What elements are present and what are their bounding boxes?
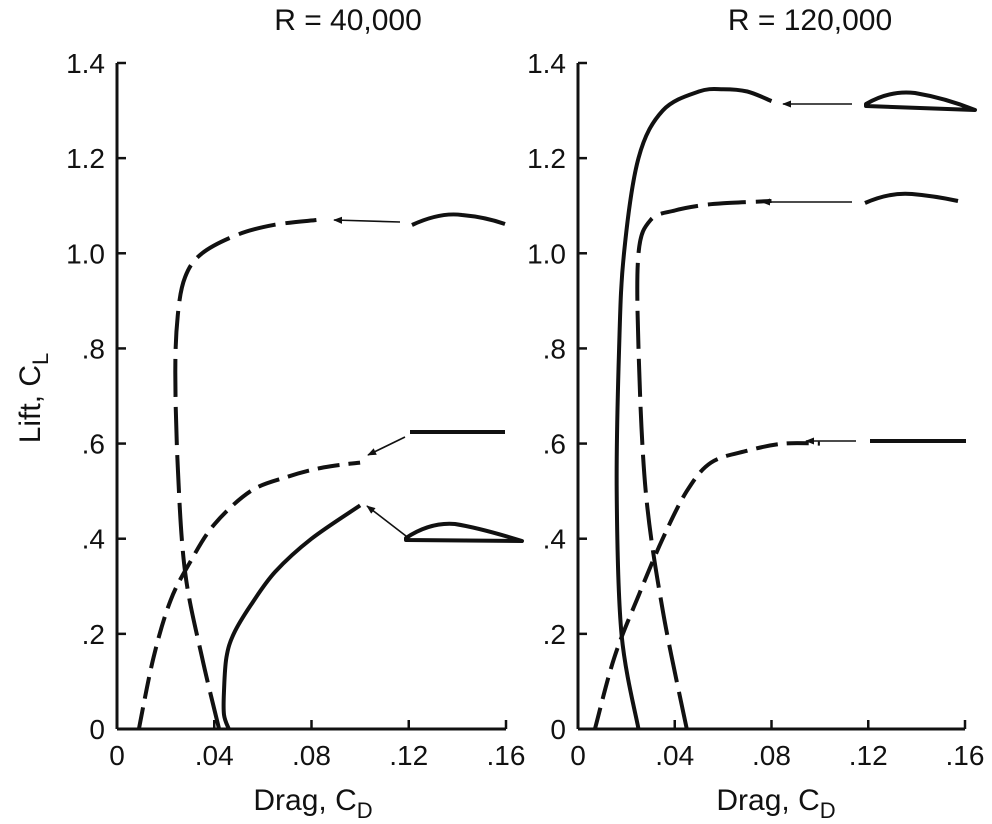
x-tick-label: .12	[849, 740, 888, 771]
y-axis-label: Lift, CL	[14, 353, 53, 444]
series-line-long-dash	[173, 218, 317, 730]
series-line-short-dash	[592, 441, 820, 730]
airfoil-annotations-right	[761, 90, 977, 445]
svg-text:Drag, CD: Drag, CD	[716, 784, 835, 823]
y-tick-label: .8	[543, 333, 566, 364]
y-tick-label: .6	[82, 429, 105, 460]
cambered-plate-shape	[411, 212, 506, 227]
airfoil-annotations-left	[333, 212, 524, 543]
y-tick-label: 1.4	[66, 48, 105, 79]
y-tick-label: 1.2	[66, 143, 105, 174]
y-tick-label: 0	[550, 714, 566, 745]
x-axis-label: Drag, CD	[716, 784, 835, 823]
x-tick-label: .16	[946, 740, 985, 771]
svg-text:Drag, CD: Drag, CD	[253, 784, 372, 823]
thick-airfoil-shape	[404, 521, 524, 543]
y-tick-label: .2	[543, 619, 566, 650]
arrow-airfoil	[366, 505, 407, 537]
arrow-flat	[367, 436, 406, 456]
y-tick-label: .2	[82, 619, 105, 650]
y-tick-label: 1.0	[527, 238, 566, 269]
y-tick-label: .6	[543, 429, 566, 460]
panel-r40000: R = 40,000 Lift, CL 0 .2 .4 .6 .8 1.0 1.2 1.4 0.…	[14, 4, 525, 823]
panel-title: R = 40,000	[274, 4, 422, 37]
y-tick-label: 1.0	[66, 238, 105, 269]
y-tick-label: .4	[82, 524, 105, 555]
y-tick-label: 0	[89, 714, 105, 745]
x-tick-label: .08	[292, 740, 331, 771]
panel-title: R = 120,000	[728, 4, 892, 37]
x-tick-label: .12	[389, 740, 428, 771]
series-line-short-dash	[136, 460, 361, 730]
x-axis-label: Drag, CD	[253, 784, 372, 823]
y-tick-label: .8	[82, 333, 105, 364]
series-line-solid	[221, 503, 362, 730]
y-tick-label: 1.2	[527, 143, 566, 174]
y-tick-label: .4	[543, 524, 566, 555]
x-tick-label: 0	[570, 740, 586, 771]
x-tick-label: .04	[195, 740, 234, 771]
arrow-cambered	[333, 216, 401, 224]
y-tick-label: 1.4	[527, 48, 566, 79]
x-tick-label: 0	[109, 740, 125, 771]
panel-r120000: R = 120,000 0 .2 .4 .6 .8 1.0 1.2 1.4 0 .04 .08 .12…	[527, 4, 984, 823]
series-line-long-dash	[635, 199, 772, 730]
svg-text:Lift, CL: Lift, CL	[14, 353, 53, 444]
x-tick-label: .04	[655, 740, 694, 771]
x-tick-label: .08	[752, 740, 791, 771]
thick-airfoil-shape	[864, 90, 977, 112]
cambered-plate-shape	[864, 191, 959, 205]
x-tick-label: .16	[487, 740, 526, 771]
series-line-solid	[614, 87, 773, 730]
